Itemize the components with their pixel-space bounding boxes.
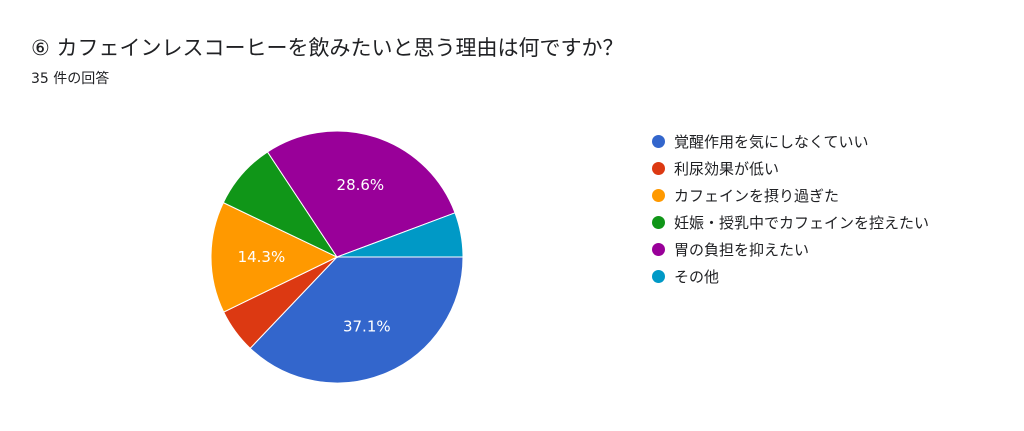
legend-swatch [652, 162, 665, 175]
legend-swatch [652, 270, 665, 283]
legend-item[interactable]: 胃の負担を抑えたい [652, 236, 929, 263]
legend-swatch [652, 243, 665, 256]
legend-swatch [652, 135, 665, 148]
legend-label: 胃の負担を抑えたい [674, 241, 810, 259]
legend-item[interactable]: カフェインを摂り過ぎた [652, 182, 929, 209]
slice-data-label: 37.1% [343, 317, 391, 335]
chart-title: ⑥ カフェインレスコーヒーを飲みたいと思う理由は何ですか？ [31, 36, 624, 60]
response-count: 35 件の回答 [31, 71, 110, 87]
legend-swatch [652, 189, 665, 202]
legend-label: 覚醒作用を気にしなくていい [674, 133, 869, 151]
pie-slice-6[interactable] [336, 212, 464, 258]
slice-data-label: 28.6% [337, 176, 385, 194]
slice-data-label: 14.3% [238, 248, 286, 266]
legend-item[interactable]: 利尿効果が低い [652, 155, 929, 182]
pie-slice-1[interactable] [249, 256, 464, 384]
legend-item[interactable]: その他 [652, 263, 929, 290]
legend-swatch [652, 216, 665, 229]
legend-label: 妊娠・授乳中でカフェインを控えたい [674, 214, 930, 232]
legend-item[interactable]: 覚醒作用を気にしなくていい [652, 128, 929, 155]
legend-label: カフェインを摂り過ぎた [674, 187, 840, 205]
legend-label: その他 [674, 268, 720, 286]
pie-slice-3[interactable] [210, 201, 339, 313]
pie-slice-5[interactable] [266, 130, 456, 258]
legend-item[interactable]: 妊娠・授乳中でカフェインを控えたい [652, 209, 929, 236]
legend-label: 利尿効果が低い [674, 160, 780, 178]
legend: 覚醒作用を気にしなくていい 利尿効果が低いカフェインを摂り過ぎた妊娠・授乳中でカフ… [652, 128, 929, 290]
